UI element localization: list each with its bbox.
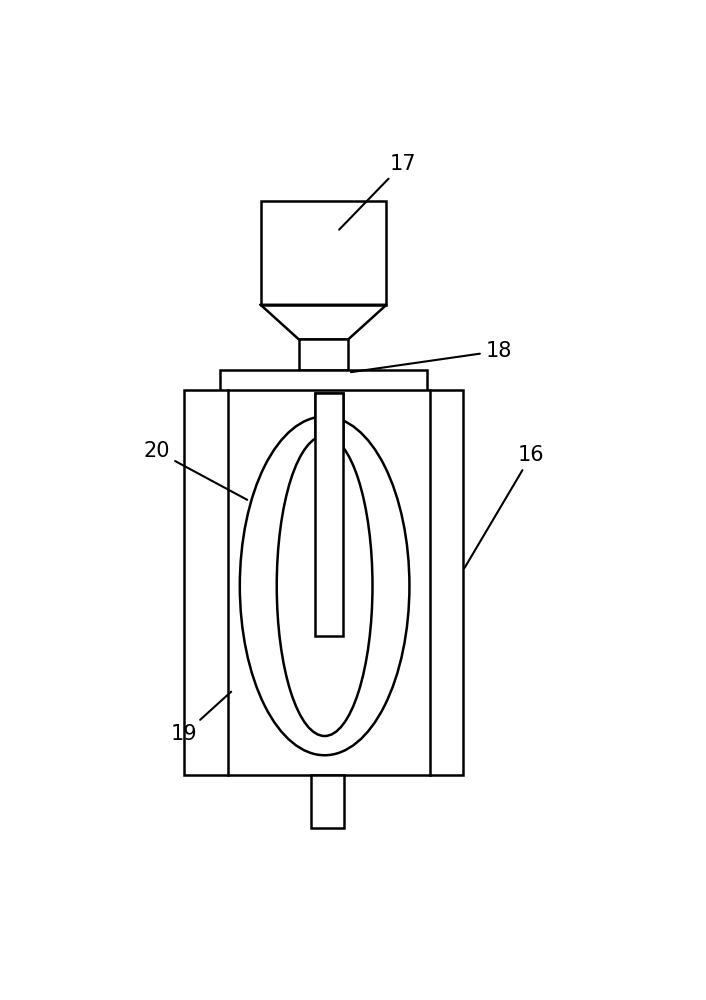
Bar [311,774,345,828]
Text: 17: 17 [339,154,416,230]
Bar [184,389,463,774]
Text: 18: 18 [351,341,512,372]
Bar [316,393,342,636]
Text: 19: 19 [171,692,231,744]
Bar [316,393,342,636]
Text: 16: 16 [465,445,545,568]
Bar [220,370,428,393]
Bar [299,339,348,370]
Ellipse shape [277,436,373,736]
Bar [261,201,386,305]
Text: 20: 20 [143,441,247,500]
